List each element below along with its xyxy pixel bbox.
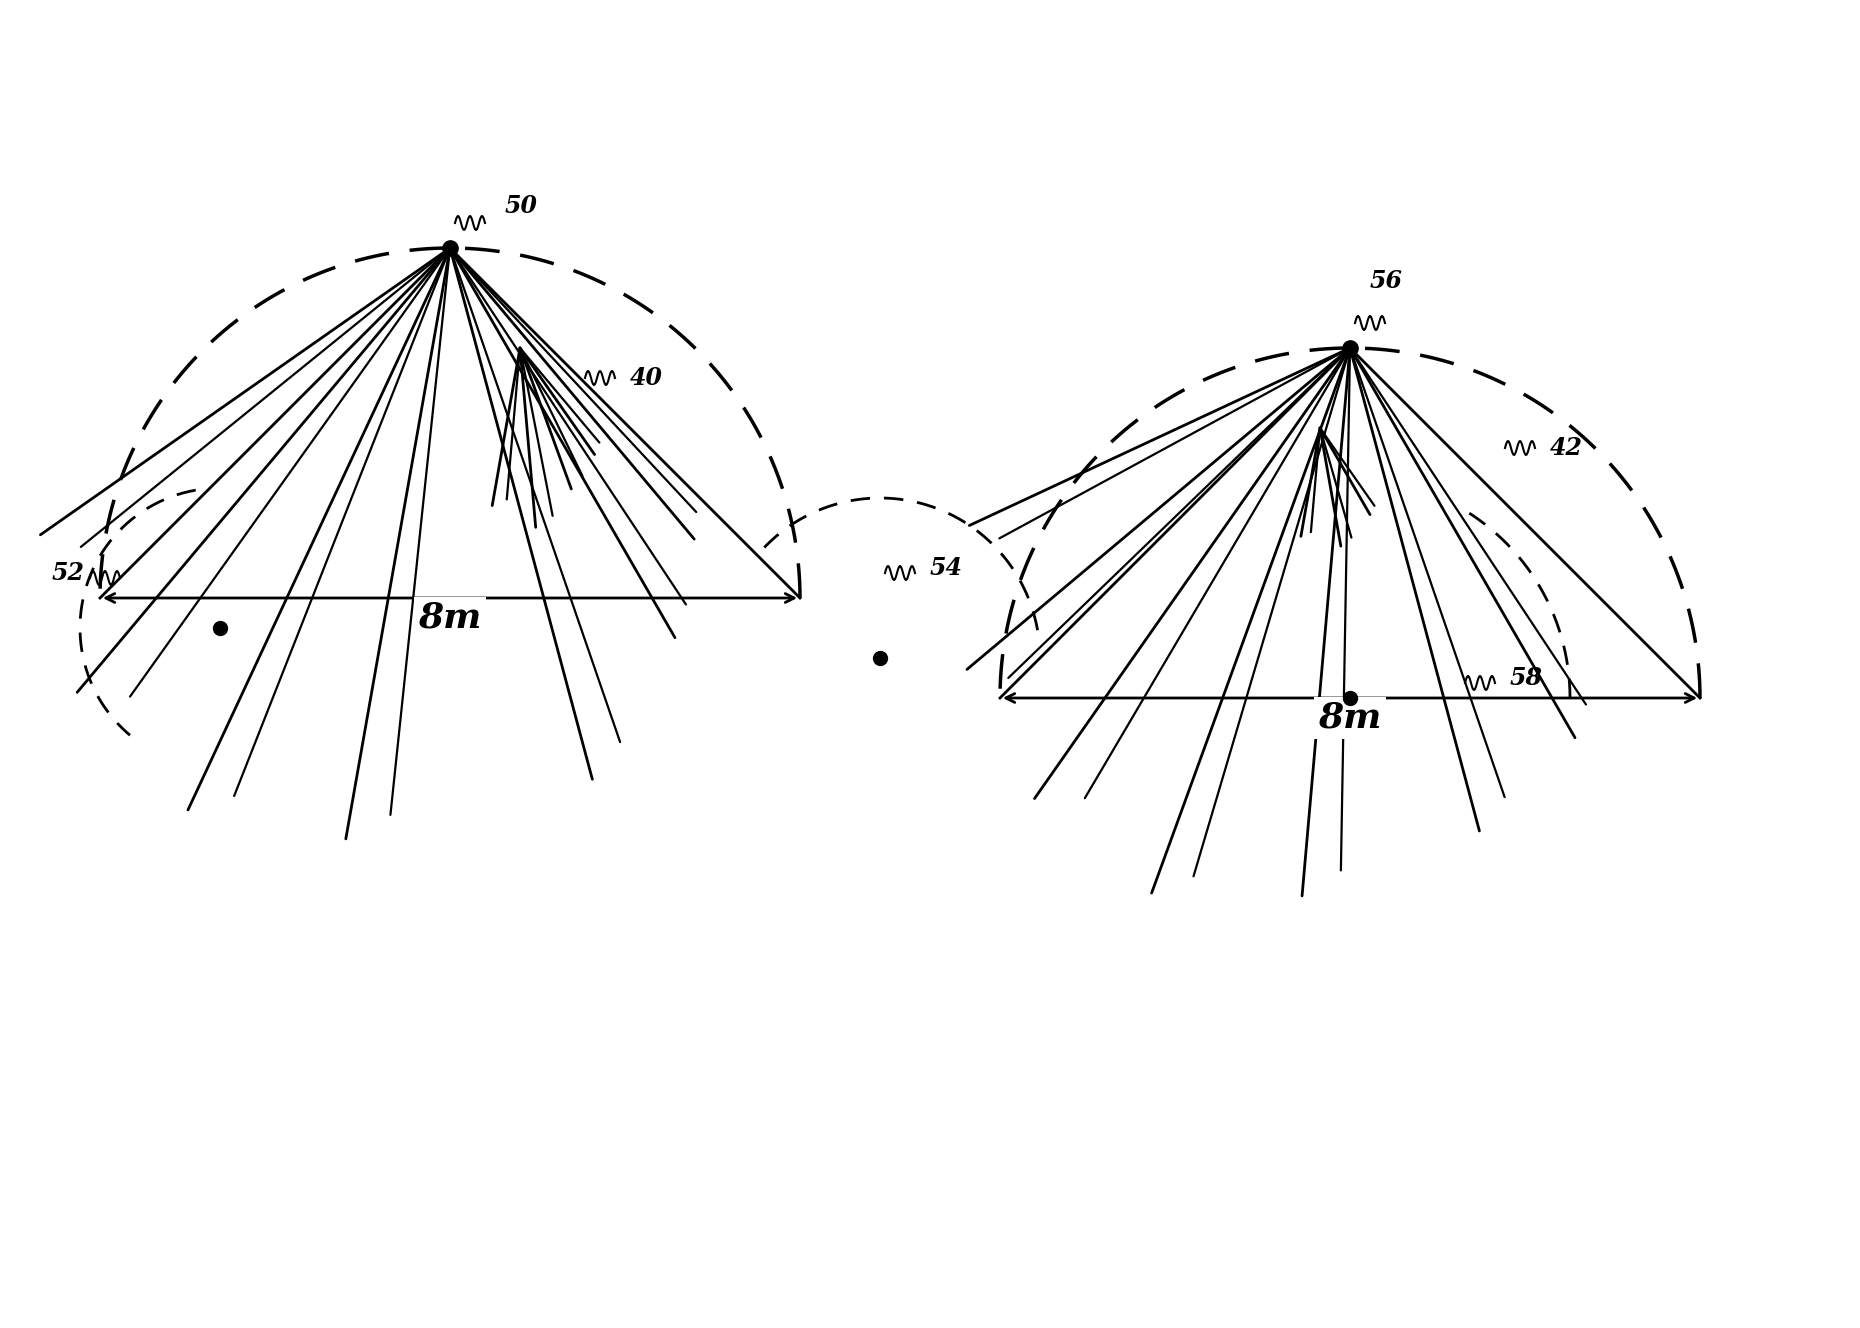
Text: 50: 50 [506, 194, 538, 218]
Text: 8m: 8m [418, 602, 482, 635]
Text: 8m: 8m [1319, 701, 1382, 734]
Text: 52: 52 [52, 560, 86, 586]
Text: 40: 40 [631, 367, 662, 390]
Text: 42: 42 [1549, 436, 1583, 459]
Text: 56: 56 [1371, 270, 1402, 293]
Text: 54: 54 [930, 556, 963, 580]
Text: 58: 58 [1510, 667, 1544, 691]
